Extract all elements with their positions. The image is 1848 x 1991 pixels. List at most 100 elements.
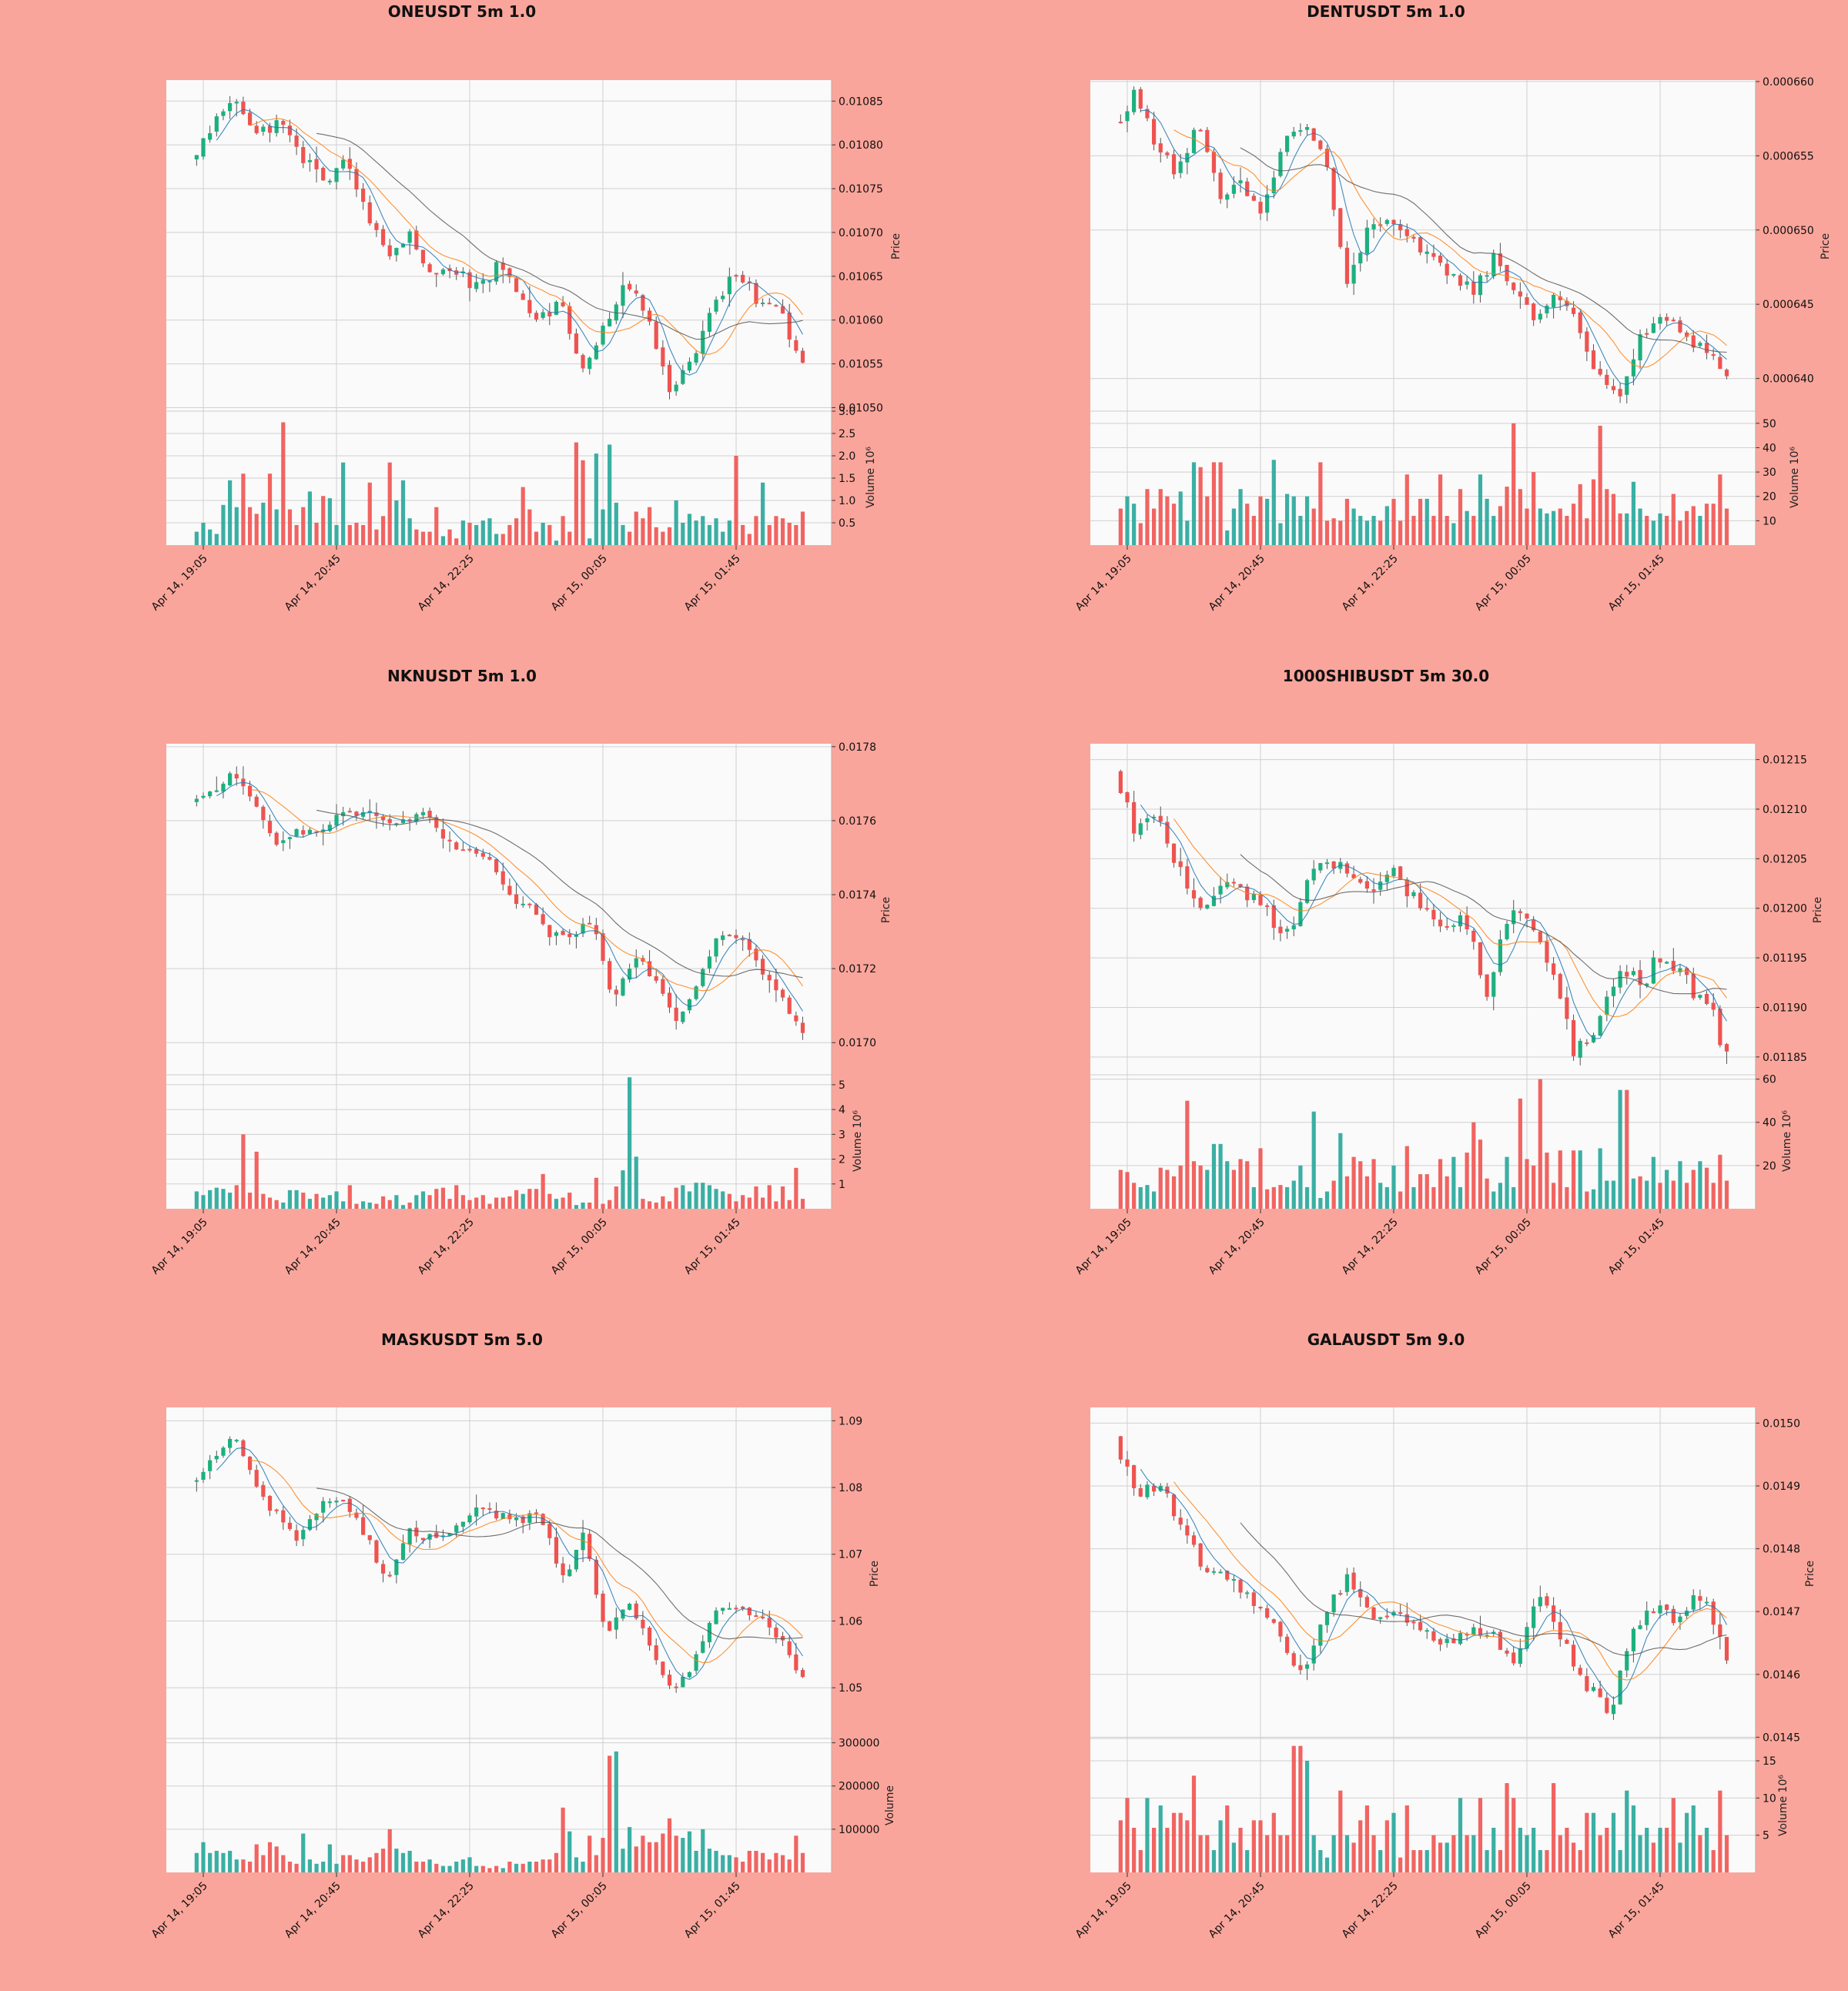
candle-body <box>707 313 711 332</box>
volume-bar <box>1458 1186 1463 1209</box>
chart-dentusdt: DENTUSDT 5m 1.0 Price Volume 10⁶ Apr 14,… <box>1073 2 1832 614</box>
candle-body <box>800 1022 805 1033</box>
volume-bar <box>527 509 532 545</box>
candle-body <box>440 1535 445 1538</box>
volume-bar <box>1378 1183 1383 1209</box>
volume-bar <box>641 1199 645 1209</box>
candle-body <box>1158 143 1163 153</box>
candle-body <box>1631 971 1635 975</box>
volume-bar <box>427 531 432 545</box>
price-tick-label: 0.0145 <box>1763 1732 1800 1744</box>
volume-bar <box>661 1196 665 1209</box>
volume-bar <box>1258 1820 1263 1872</box>
volume-bar <box>1558 1835 1562 1872</box>
volume-bar <box>1152 508 1157 545</box>
volume-bar <box>1512 1798 1516 1872</box>
candle-body <box>741 275 745 283</box>
volume-bar <box>1165 496 1170 545</box>
volume-bar <box>307 1859 312 1872</box>
volume-bar <box>1298 1745 1303 1872</box>
volume-bar <box>514 1863 519 1872</box>
volume-tick-label: 10 <box>1763 1792 1776 1805</box>
candle-body <box>1571 1645 1576 1667</box>
volume-tick-label: 10 <box>1763 515 1776 527</box>
candle-body <box>314 1514 319 1521</box>
volume-bar <box>247 1861 253 1872</box>
candle-body <box>787 997 792 1014</box>
candle-body <box>1518 911 1522 913</box>
volume-bar <box>247 507 253 545</box>
volume-bar <box>694 520 698 545</box>
candle-body <box>1498 939 1502 972</box>
candle-body <box>1525 913 1529 919</box>
price-tick-label: 1.09 <box>839 1415 862 1427</box>
candle-body <box>621 978 625 996</box>
volume-bar <box>1605 489 1609 545</box>
candle-body <box>1351 1572 1356 1590</box>
volume-tick-label: 2 <box>839 1154 845 1166</box>
candle-body <box>208 1460 213 1471</box>
candle-body <box>1351 874 1356 878</box>
candle-body <box>387 245 392 256</box>
volume-bar <box>507 1861 512 1872</box>
volume-bar <box>407 1202 412 1209</box>
candle-body <box>214 1456 219 1460</box>
price-tick-label: 0.0149 <box>1763 1481 1800 1493</box>
volume-bar <box>1205 1170 1210 1209</box>
candle-body <box>614 1617 618 1630</box>
candle-body <box>301 830 306 835</box>
candle-body <box>1532 1606 1536 1628</box>
candle-body <box>427 810 432 818</box>
candle-body <box>1512 1652 1516 1664</box>
volume-bar <box>1552 1783 1556 1872</box>
candle-body <box>1152 119 1157 145</box>
volume-bar <box>1458 489 1463 545</box>
volume-bar <box>327 1844 332 1872</box>
candle-body <box>601 1593 605 1622</box>
candle-body <box>541 312 545 318</box>
volume-bar <box>254 514 259 545</box>
volume-bar <box>621 1170 625 1209</box>
moving-average-line <box>316 132 803 340</box>
volume-bar <box>561 1807 565 1872</box>
volume-bar <box>1518 1828 1522 1872</box>
candle-body <box>1631 359 1635 376</box>
volume-bar <box>314 1193 319 1209</box>
candle-body <box>1238 180 1243 184</box>
candle-body <box>1138 89 1143 109</box>
volume-bar <box>1384 1186 1389 1209</box>
candle-body <box>1185 1525 1190 1536</box>
volume-bar <box>561 516 565 545</box>
candle-body <box>554 301 559 315</box>
candle-body <box>1491 253 1496 276</box>
volume-bar <box>1638 508 1642 545</box>
volume-bar <box>1711 1183 1716 1209</box>
candle-body <box>747 1608 752 1615</box>
candle-body <box>1324 149 1330 167</box>
candle-body <box>321 1501 326 1513</box>
candle-body <box>1558 296 1562 300</box>
volume-bar <box>1505 1783 1509 1872</box>
candle-body <box>228 1438 233 1448</box>
candle-body <box>527 1513 532 1523</box>
candle-body <box>734 1608 738 1610</box>
volume-bar <box>420 531 426 545</box>
volume-bar <box>487 518 492 545</box>
volume-bar <box>647 1842 652 1872</box>
price-tick-label: 0.01085 <box>839 95 883 108</box>
candle-body <box>754 949 758 961</box>
candle-body <box>1265 1608 1270 1618</box>
candle-body <box>407 1528 412 1545</box>
candle-body <box>1344 247 1350 284</box>
candle-body <box>241 102 246 115</box>
price-tick-label: 0.0147 <box>1763 1606 1800 1618</box>
volume-bar <box>241 1134 246 1209</box>
candle-body <box>641 295 645 311</box>
candle-body <box>588 922 592 925</box>
candle-body <box>1231 184 1236 194</box>
volume-bar <box>1132 1828 1137 1872</box>
volume-bar <box>1491 1191 1496 1209</box>
candle-body <box>1724 1044 1729 1052</box>
candle-body <box>601 326 605 345</box>
volume-bar <box>380 1849 386 1872</box>
